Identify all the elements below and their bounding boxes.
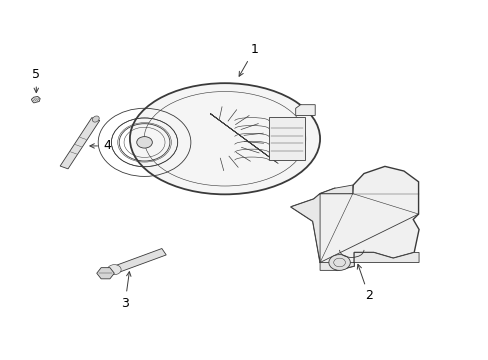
Text: 3: 3 xyxy=(121,272,131,310)
Text: 2: 2 xyxy=(357,264,372,302)
Text: 4: 4 xyxy=(90,139,111,152)
Circle shape xyxy=(137,136,152,148)
Ellipse shape xyxy=(130,83,320,194)
Polygon shape xyxy=(103,248,166,276)
Polygon shape xyxy=(320,185,352,194)
Polygon shape xyxy=(320,252,418,270)
Polygon shape xyxy=(31,96,40,103)
Polygon shape xyxy=(290,166,418,270)
Ellipse shape xyxy=(92,116,99,122)
Polygon shape xyxy=(60,118,100,169)
Text: 5: 5 xyxy=(32,68,40,93)
Polygon shape xyxy=(290,194,320,262)
FancyBboxPatch shape xyxy=(268,117,305,160)
Polygon shape xyxy=(97,267,114,279)
Circle shape xyxy=(107,265,121,275)
Circle shape xyxy=(328,255,349,270)
Text: 1: 1 xyxy=(239,43,258,76)
Polygon shape xyxy=(295,105,315,116)
